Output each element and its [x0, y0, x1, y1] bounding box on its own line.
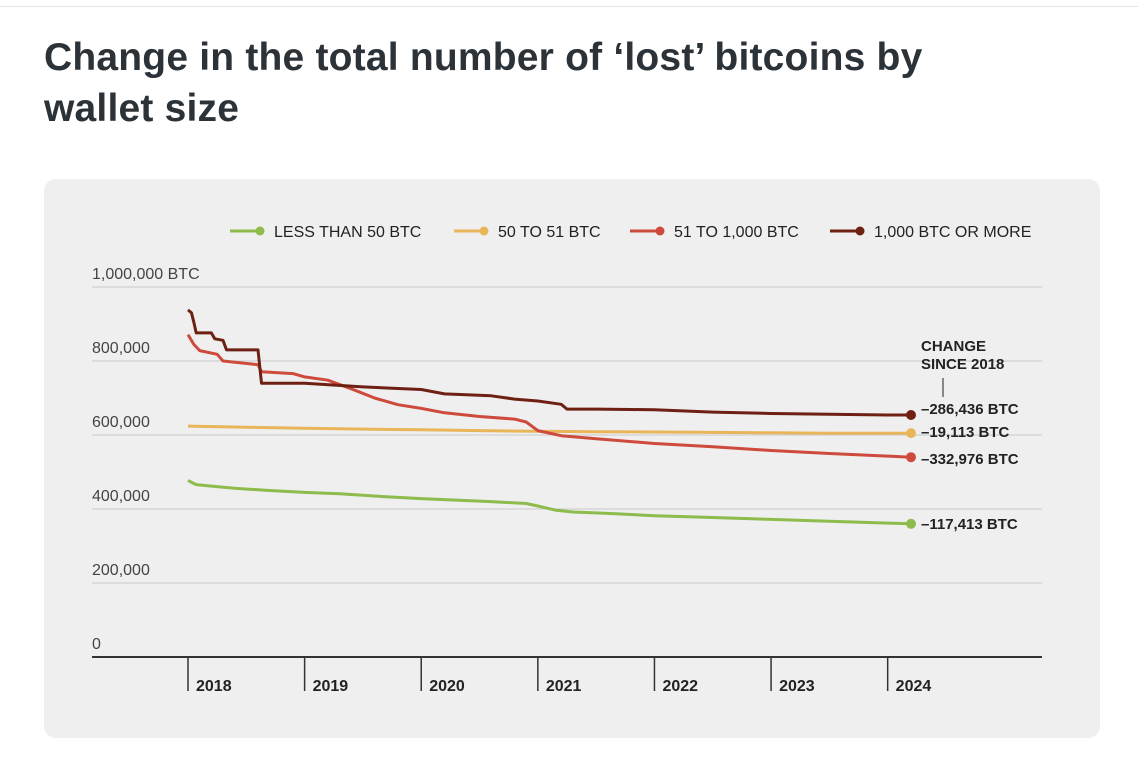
series-end-label: –332,976 BTC [921, 451, 1019, 468]
line-chart: 0 200,000 400,000 600,000 800,000 1,000,000 B… [92, 224, 1042, 695]
y-tick-label: 0 [92, 636, 101, 653]
legend: LESS THAN 50 BTC 50 TO 51 BTC 51 TO 1,000 … [230, 224, 1031, 241]
y-tick-label: 600,000 [92, 414, 150, 431]
top-divider [0, 6, 1138, 7]
chart-card: 0 200,000 400,000 600,000 800,000 1,000,000 B… [44, 179, 1100, 738]
axes: 0 200,000 400,000 600,000 800,000 1,000,000 B… [92, 266, 1042, 695]
x-tick-label: 2024 [896, 678, 932, 695]
series-end-marker [906, 410, 916, 421]
change-header-line: CHANGE [921, 338, 986, 355]
change-header-line: SINCE 2018 [921, 356, 1004, 373]
series-line [187, 308, 911, 417]
series-end-marker [906, 518, 916, 529]
legend-label: 51 TO 1,000 BTC [674, 224, 799, 241]
page-title: Change in the total number of ‘lost’ bit… [44, 36, 923, 130]
series-end-marker [906, 428, 916, 439]
y-tick-label: 1,000,000 BTC [92, 266, 200, 283]
y-tick-label: 800,000 [92, 340, 150, 357]
x-tick-label: 2023 [779, 678, 815, 695]
series-line [187, 424, 911, 435]
series-end-label: –286,436 BTC [921, 401, 1019, 418]
y-tick-label: 200,000 [92, 562, 150, 579]
series-end-marker [906, 452, 916, 463]
series-line [187, 479, 912, 526]
legend-marker [655, 226, 665, 236]
legend-marker [479, 226, 489, 236]
x-tick-label: 2022 [662, 678, 698, 695]
x-tick-label: 2020 [429, 678, 465, 695]
series-end-label: –117,413 BTC [921, 516, 1018, 533]
legend-marker [855, 226, 865, 236]
x-tick-label: 2019 [313, 678, 349, 695]
legend-label: 1,000 BTC OR MORE [874, 224, 1031, 241]
legend-label: LESS THAN 50 BTC [274, 224, 421, 241]
series-line [186, 333, 912, 459]
legend-label: 50 TO 51 BTC [498, 224, 601, 241]
change-annotations: –117,413 BTC –19,113 BTC –332,976 BTC –286,… [921, 338, 1019, 533]
x-tick-label: 2021 [546, 678, 582, 695]
y-tick-label: 400,000 [92, 488, 150, 505]
series-lines [186, 308, 916, 529]
legend-marker [255, 226, 265, 236]
x-tick-label: 2018 [196, 678, 232, 695]
series-end-label: –19,113 BTC [921, 424, 1010, 441]
